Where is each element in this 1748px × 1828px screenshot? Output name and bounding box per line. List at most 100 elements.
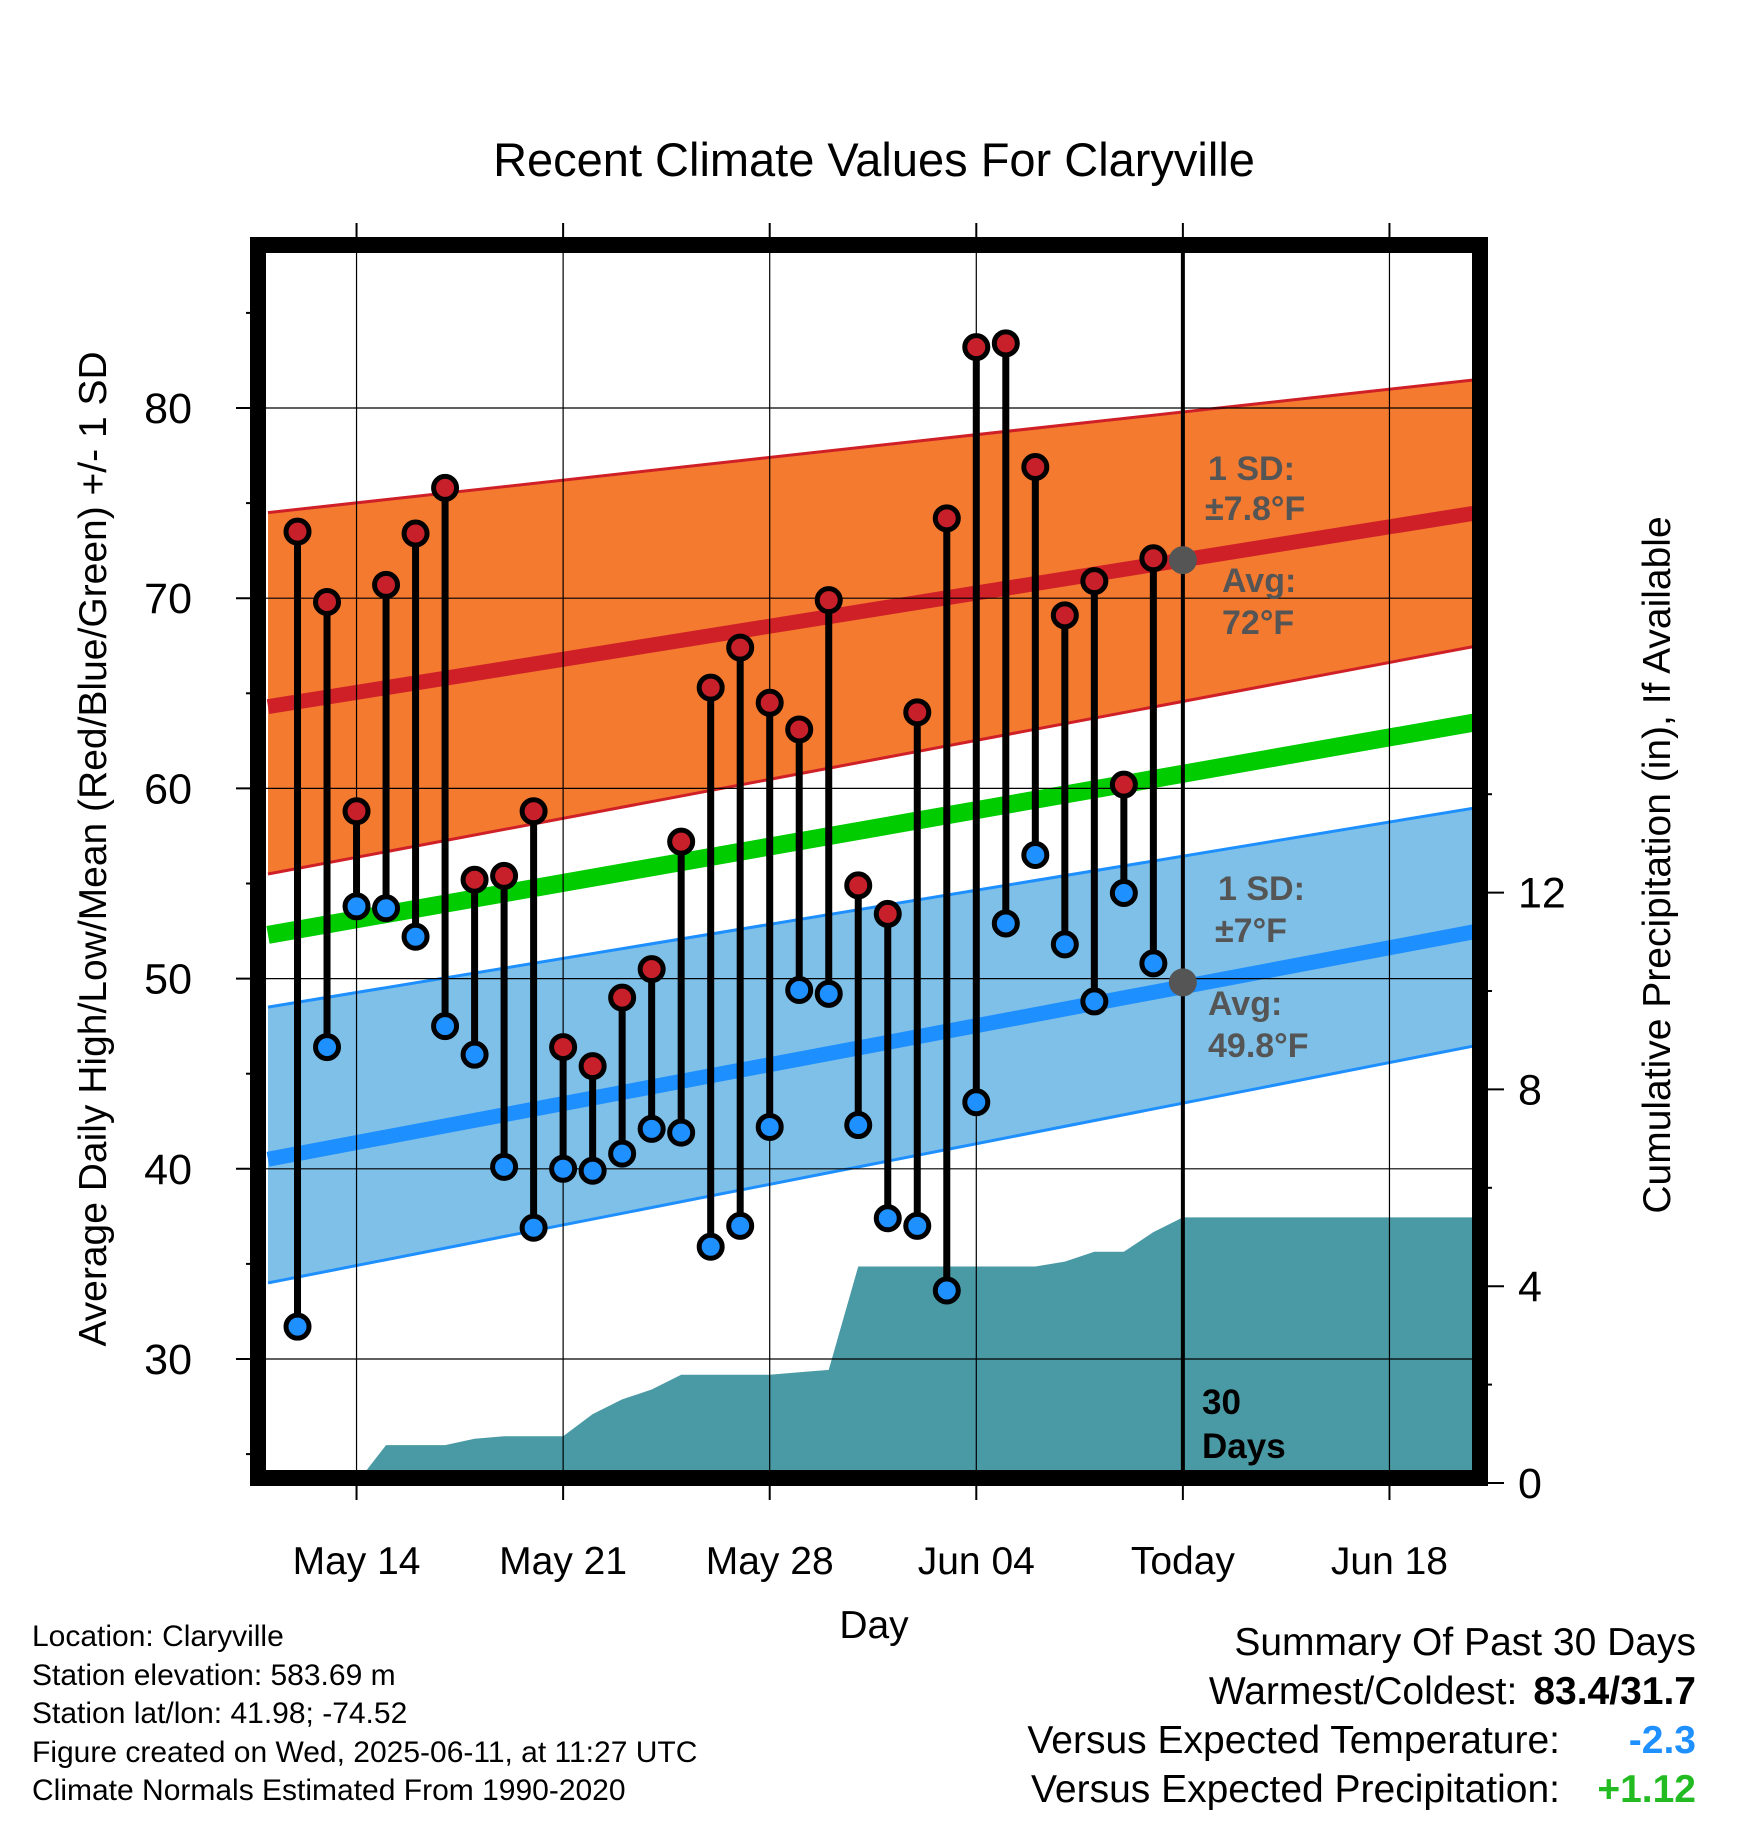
low-average-line [266,923,1480,1167]
low-sd-title: 1 SD: [1218,870,1305,908]
high-avg-title: Avg: [1222,562,1296,600]
high-point [637,955,666,984]
low-point [844,1111,873,1140]
high-sd-title: 1 SD: [1208,450,1295,488]
elevation-text: Station elevation: 583.69 m [32,1658,396,1692]
low-point [726,1211,755,1240]
chart-title: Recent Climate Values For Claryville [493,133,1255,186]
y-tick-label: 30 [144,1336,192,1384]
low-point [873,1204,902,1233]
warmest-label: Warmest/Coldest: [1208,1670,1518,1713]
low-point [903,1211,932,1240]
plot-area [258,245,1480,1478]
high-point [844,871,873,900]
low-point [1080,987,1109,1016]
low-sd-value: ±7°F [1215,912,1287,950]
y2-tick-label: 8 [1518,1066,1542,1114]
high-point [1139,544,1168,573]
high-point [401,519,430,548]
low-point [401,922,430,951]
low-point [519,1213,548,1242]
y2-tick-label: 4 [1518,1263,1542,1311]
mean-average-line [266,712,1480,944]
low-point [313,1033,342,1062]
normals-text: Climate Normals Estimated From 1990-2020 [32,1774,626,1807]
low-point [932,1276,961,1305]
precipitation-area [360,1217,1480,1478]
low-point [1050,930,1079,959]
high-point [814,586,843,615]
precip-departure-value: +1.12 [1597,1768,1696,1811]
low-avg-value: 49.8°F [1208,1027,1309,1065]
high-avg-value: 72°F [1222,604,1294,642]
summary-title: Summary Of Past 30 Days [1234,1621,1696,1664]
high-point [578,1052,607,1081]
location-text: Location: Claryville [32,1620,284,1653]
high-point [932,504,961,533]
high-point [726,633,755,662]
low-point [667,1118,696,1147]
temp-departure-label: Versus Expected Temperature: [1027,1719,1560,1762]
y2-axis-label: Cumulative Precipitation (in), If Availa… [1636,516,1679,1213]
high-point [903,698,932,727]
y2-tick-label: 12 [1518,870,1566,918]
high-point [490,861,519,890]
y2-tick-label: 0 [1518,1460,1542,1508]
high-point [755,688,784,717]
station-info: Location: Claryville Station elevation: … [32,1618,697,1811]
low-point [578,1156,607,1185]
low-point [962,1088,991,1117]
x-tick-label: May 28 [706,1540,834,1583]
created-text: Figure created on Wed, 2025-06-11, at 11… [32,1735,698,1769]
plot-frame [250,237,1488,1486]
high-point [696,673,725,702]
low-point [814,979,843,1008]
low-point [785,976,814,1005]
low-point [431,1012,460,1041]
temp-departure-value: -2.3 [1628,1719,1696,1762]
high-point [431,473,460,502]
low-point [696,1232,725,1261]
low-point [460,1040,489,1069]
high-point [460,865,489,894]
period-number: 30 [1202,1383,1241,1422]
x-axis-label: Day [839,1604,909,1647]
high-point [342,797,371,826]
today-low-marker [1168,968,1197,997]
low-point [1139,949,1168,978]
precip-departure-label: Versus Expected Precipitation: [1031,1768,1560,1811]
x-tick-label: Jun 18 [1331,1540,1448,1583]
warmest-value: 83.4/31.7 [1533,1670,1696,1713]
x-tick-label: May 21 [499,1540,627,1583]
y-tick-label: 40 [144,1146,192,1194]
high-point [1050,601,1079,630]
y-tick-label: 60 [144,765,192,813]
high-point [962,333,991,362]
high-point [667,827,696,856]
low-point [549,1154,578,1183]
y-tick-label: 70 [144,575,192,623]
high-point [608,983,637,1012]
high-point [519,797,548,826]
low-avg-title: Avg: [1208,985,1282,1023]
high-point [785,715,814,744]
high-point [1109,770,1138,799]
high-average-line [266,505,1480,715]
high-point [283,517,312,546]
low-point [372,894,401,923]
low-point [490,1152,519,1181]
high-point [1080,567,1109,596]
x-tick-label: Today [1131,1540,1236,1583]
high-point [991,329,1020,358]
low-sd-lower-line [267,1043,1479,1285]
low-point [991,909,1020,938]
summary-temp-row: Versus Expected Temperature: -2.3 [1027,1716,1696,1765]
high-sd-band [268,379,1478,874]
low-sd-upper-line [267,805,1479,1009]
y-tick-label: 80 [144,385,192,433]
x-tick-label: Jun 04 [918,1540,1035,1583]
latlon-text: Station lat/lon: 41.98; -74.52 [32,1697,408,1730]
period-unit: Days [1202,1427,1286,1466]
high-sd-lower-line [267,644,1479,876]
